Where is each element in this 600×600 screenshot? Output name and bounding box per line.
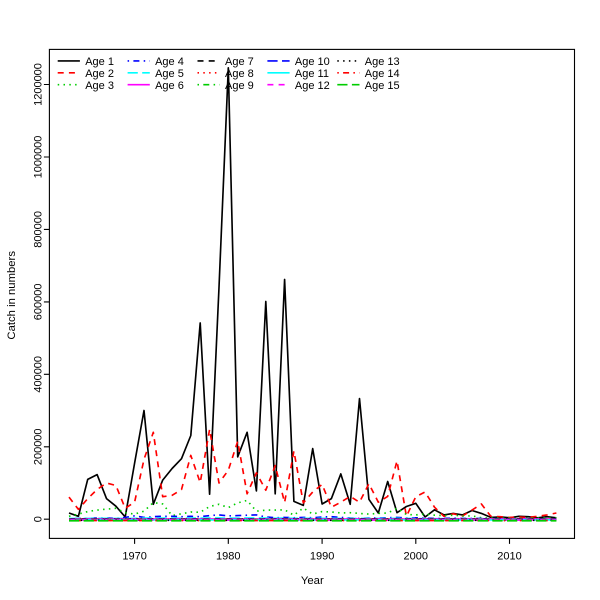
svg-text:Age 10: Age 10 bbox=[295, 56, 330, 68]
svg-text:Age 15: Age 15 bbox=[365, 80, 400, 92]
svg-text:1980: 1980 bbox=[216, 550, 240, 562]
svg-text:2010: 2010 bbox=[497, 550, 521, 562]
svg-text:2000: 2000 bbox=[404, 550, 428, 562]
svg-text:Age 6: Age 6 bbox=[155, 80, 184, 92]
svg-text:0: 0 bbox=[32, 516, 44, 522]
svg-text:Age 4: Age 4 bbox=[155, 56, 184, 68]
svg-text:Age 12: Age 12 bbox=[295, 80, 330, 92]
svg-text:1970: 1970 bbox=[122, 550, 146, 562]
svg-text:Age 5: Age 5 bbox=[155, 68, 184, 80]
svg-text:Age 14: Age 14 bbox=[365, 68, 400, 80]
svg-text:Age 9: Age 9 bbox=[225, 80, 254, 92]
svg-text:1990: 1990 bbox=[310, 550, 334, 562]
svg-text:Age 2: Age 2 bbox=[85, 68, 114, 80]
svg-text:1200000: 1200000 bbox=[32, 63, 44, 106]
svg-text:Age 8: Age 8 bbox=[225, 68, 254, 80]
svg-text:400000: 400000 bbox=[32, 356, 44, 393]
svg-text:Catch in numbers: Catch in numbers bbox=[6, 251, 18, 340]
svg-text:Age 7: Age 7 bbox=[225, 56, 254, 68]
svg-text:Age 1: Age 1 bbox=[85, 56, 114, 68]
svg-text:Year: Year bbox=[301, 575, 324, 587]
svg-text:Age 3: Age 3 bbox=[85, 80, 114, 92]
svg-text:Age 11: Age 11 bbox=[295, 68, 329, 80]
svg-text:Age 13: Age 13 bbox=[365, 56, 400, 68]
svg-text:800000: 800000 bbox=[32, 211, 44, 248]
svg-text:600000: 600000 bbox=[32, 284, 44, 321]
svg-text:200000: 200000 bbox=[32, 428, 44, 465]
svg-text:1000000: 1000000 bbox=[32, 136, 44, 179]
